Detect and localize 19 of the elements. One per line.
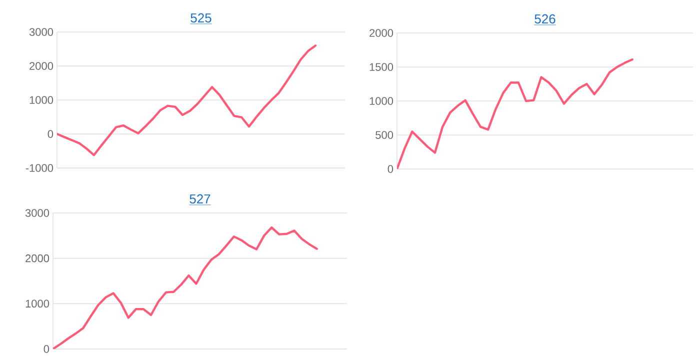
y-tick-label: 500: [376, 131, 394, 139]
y-tick-label: 0: [44, 345, 50, 353]
y-tick-label: 1000: [370, 97, 394, 105]
chart-title: 525: [190, 13, 212, 23]
y-tick-label: 2000: [30, 62, 54, 70]
y-tick-label: 2000: [370, 29, 394, 37]
y-tick-label: 2000: [26, 254, 50, 262]
chart-title: 526: [534, 14, 556, 24]
line-series: [53, 226, 318, 349]
y-tick-label: 1000: [30, 96, 54, 104]
y-tick-label: -1000: [26, 164, 54, 172]
y-tick-label: 3000: [29, 28, 54, 36]
y-tick-label: 0: [48, 130, 54, 138]
line-series: [57, 44, 317, 156]
y-tick-label: 1000: [26, 300, 50, 308]
y-tick-label: 0: [388, 165, 394, 173]
y-tick-label: 3000: [25, 209, 50, 217]
y-tick-label: 1500: [370, 63, 394, 71]
chart-title: 527: [190, 194, 210, 204]
